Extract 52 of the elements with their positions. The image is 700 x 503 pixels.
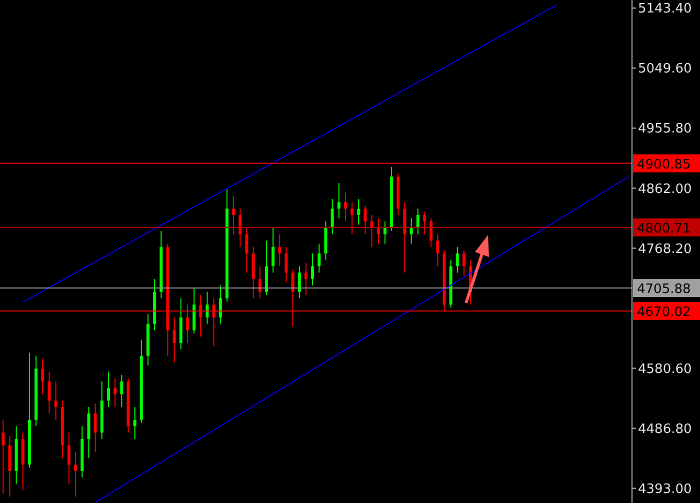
- candlestick: [304, 262, 308, 296]
- candlestick: [311, 252, 314, 286]
- candlestick: [376, 218, 380, 244]
- candlestick: [133, 406, 136, 440]
- candlestick: [218, 284, 222, 324]
- candlestick: [206, 291, 209, 324]
- y-tick-label: 4486.80: [638, 422, 692, 437]
- ref-line-label: 4900.85: [637, 157, 691, 172]
- candlestick: [436, 234, 440, 267]
- y-tick-label: 4393.00: [638, 482, 692, 497]
- candlestick: [232, 195, 236, 235]
- candlestick: [318, 243, 321, 274]
- candlestick: [284, 246, 288, 283]
- ref-line-label: 4670.02: [637, 305, 691, 320]
- candlestick: [114, 378, 117, 408]
- y-tick-label: 4955.80: [638, 122, 692, 137]
- candlestick: [48, 371, 51, 414]
- candlestick: [383, 220, 386, 244]
- candlestick: [41, 358, 44, 395]
- y-tick-label: 4768.20: [638, 242, 692, 257]
- y-tick-label: 5143.40: [638, 2, 692, 17]
- candlestick: [344, 192, 347, 222]
- candlestick: [350, 202, 354, 235]
- candlestick: [2, 419, 5, 494]
- candlestick: [74, 451, 78, 498]
- candlestick: [94, 403, 97, 452]
- candlestick: [106, 371, 110, 408]
- y-tick-label: 4862.00: [638, 182, 692, 197]
- candlestick: [298, 266, 301, 299]
- candlestick: [67, 432, 70, 484]
- candlestick: [410, 218, 413, 244]
- candlestick: [278, 234, 282, 267]
- candlestick: [54, 380, 58, 420]
- ref-line-label: 4800.71: [637, 221, 691, 236]
- candlestick: [416, 208, 420, 235]
- ref-line-label: 4705.88: [637, 282, 691, 298]
- candlestick: [337, 182, 340, 219]
- candlestick: [430, 218, 433, 248]
- y-tick-label: 4580.60: [638, 362, 692, 377]
- candlestick: [330, 198, 334, 235]
- candlestick: [364, 204, 367, 235]
- candlestick: [120, 374, 124, 408]
- candlestick: [462, 250, 466, 276]
- candlestick: [422, 211, 426, 235]
- candlestick: [245, 227, 248, 274]
- candlestick: [357, 198, 360, 226]
- candlestick: [456, 246, 459, 274]
- candlestick: [272, 227, 275, 274]
- candlestick: [258, 266, 262, 299]
- y-tick-label: 5049.60: [638, 62, 692, 77]
- candlestick: [172, 316, 176, 363]
- candlestick: [238, 208, 242, 248]
